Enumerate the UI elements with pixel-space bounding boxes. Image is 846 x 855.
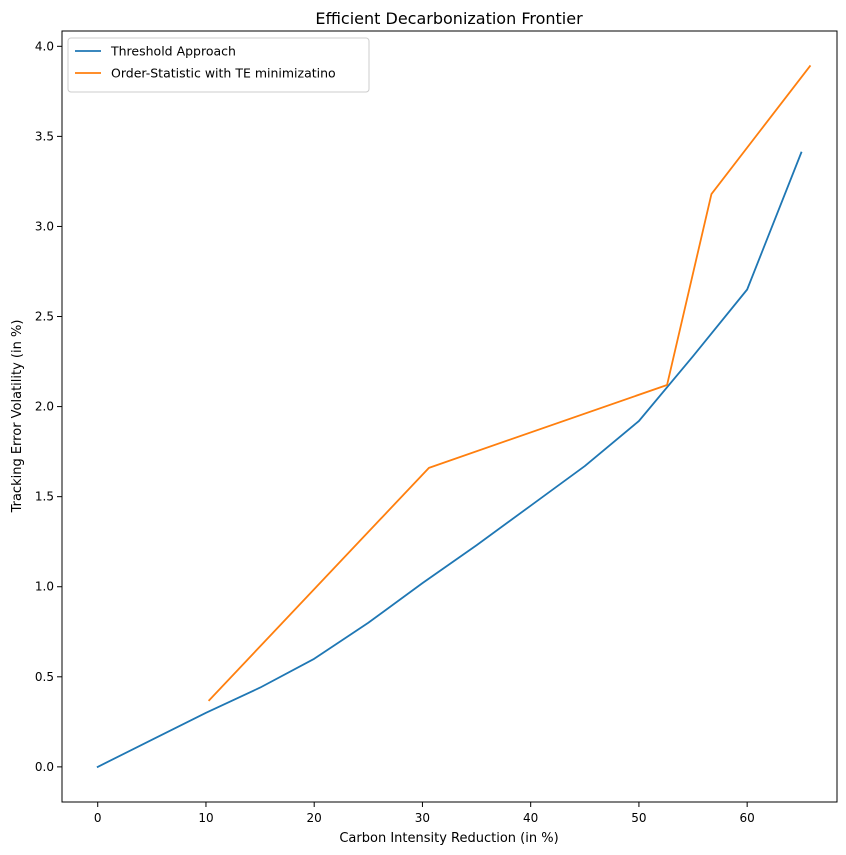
x-tick-label: 20 (307, 811, 322, 825)
y-tick-label: 3.5 (35, 129, 54, 143)
plot-frame (61, 30, 838, 803)
y-tick-label: 4.0 (35, 39, 54, 53)
x-tick-label: 0 (94, 811, 102, 825)
y-tick-label: 2.0 (35, 400, 54, 414)
y-tick-label: 3.0 (35, 219, 54, 233)
y-tick-label: 2.5 (35, 310, 54, 324)
series-line-1 (207, 64, 812, 702)
y-tick-label: 1.0 (35, 580, 54, 594)
y-axis-ticks: 0.0 0.5 1.0 1.5 2.0 2.5 3.0 3.5 4.0 (35, 39, 62, 774)
chart-title: Efficient Decarbonization Frontier (315, 9, 583, 28)
plot-lines (96, 64, 812, 769)
x-axis-label: Carbon Intensity Reduction (in %) (339, 831, 558, 846)
y-axis-label: Tracking Error Volatility (in %) (10, 320, 25, 514)
x-axis-ticks: 0 10 20 30 40 50 60 (94, 802, 755, 825)
legend-box (67, 37, 370, 93)
legend-label-1: Order-Statistic with TE minimizatino (111, 66, 336, 81)
x-tick-label: 40 (523, 811, 538, 825)
x-tick-label: 60 (740, 811, 755, 825)
legend: Threshold Approach Order-Statistic with T… (67, 37, 370, 93)
y-tick-label: 1.5 (35, 490, 54, 504)
y-tick-label: 0.5 (35, 670, 54, 684)
series-line-0 (96, 151, 803, 769)
y-tick-label: 0.0 (35, 760, 54, 774)
x-tick-label: 50 (631, 811, 646, 825)
x-tick-label: 10 (198, 811, 213, 825)
x-tick-label: 30 (415, 811, 430, 825)
legend-label-0: Threshold Approach (110, 44, 236, 59)
